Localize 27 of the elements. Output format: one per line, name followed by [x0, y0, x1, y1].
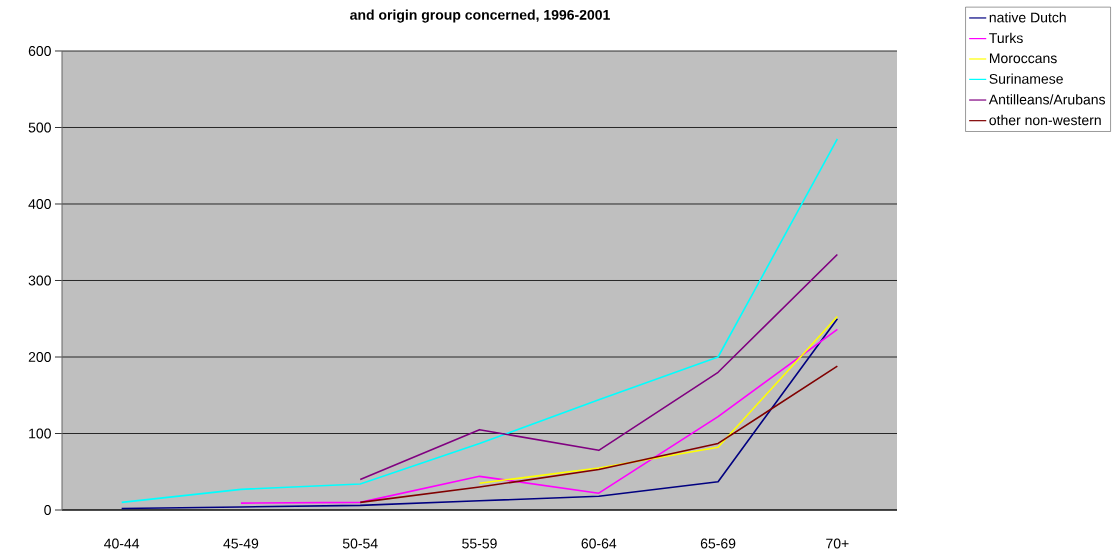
y-tick-label: 200 [28, 352, 51, 362]
legend-label: Antilleans/Arubans [988, 94, 1106, 105]
chart-title: and origin group concerned, 1996-2001 [350, 9, 610, 23]
legend-label: other non-western [989, 114, 1101, 126]
y-tick-label: 400 [28, 199, 51, 209]
y-tick-label: 600 [28, 46, 51, 56]
y-tick-label: 300 [28, 275, 51, 286]
y-tick-label: 0 [44, 505, 51, 515]
legend-label: native Dutch [989, 12, 1066, 23]
x-tick-label: 45-49 [223, 538, 259, 549]
line-series [359, 365, 839, 504]
legend-label: Surinamese [989, 73, 1063, 84]
x-tick-label: 40-44 [104, 538, 140, 549]
line-series [359, 253, 839, 481]
line-series [120, 317, 839, 510]
x-tick-label: 60-64 [581, 538, 617, 549]
x-tick-label: 50-54 [342, 538, 378, 549]
x-tick-label: 55-59 [462, 538, 497, 549]
y-tick-label: 500 [28, 122, 51, 133]
x-tick-label: 65-69 [700, 538, 736, 549]
line-series [240, 328, 839, 504]
x-tick-label: 70+ [826, 538, 849, 549]
y-tick-label: 100 [29, 428, 51, 439]
line-series [478, 315, 839, 485]
legend-label: Moroccans [989, 53, 1057, 64]
line-series [120, 138, 839, 504]
legend-label: Turks [989, 32, 1023, 44]
